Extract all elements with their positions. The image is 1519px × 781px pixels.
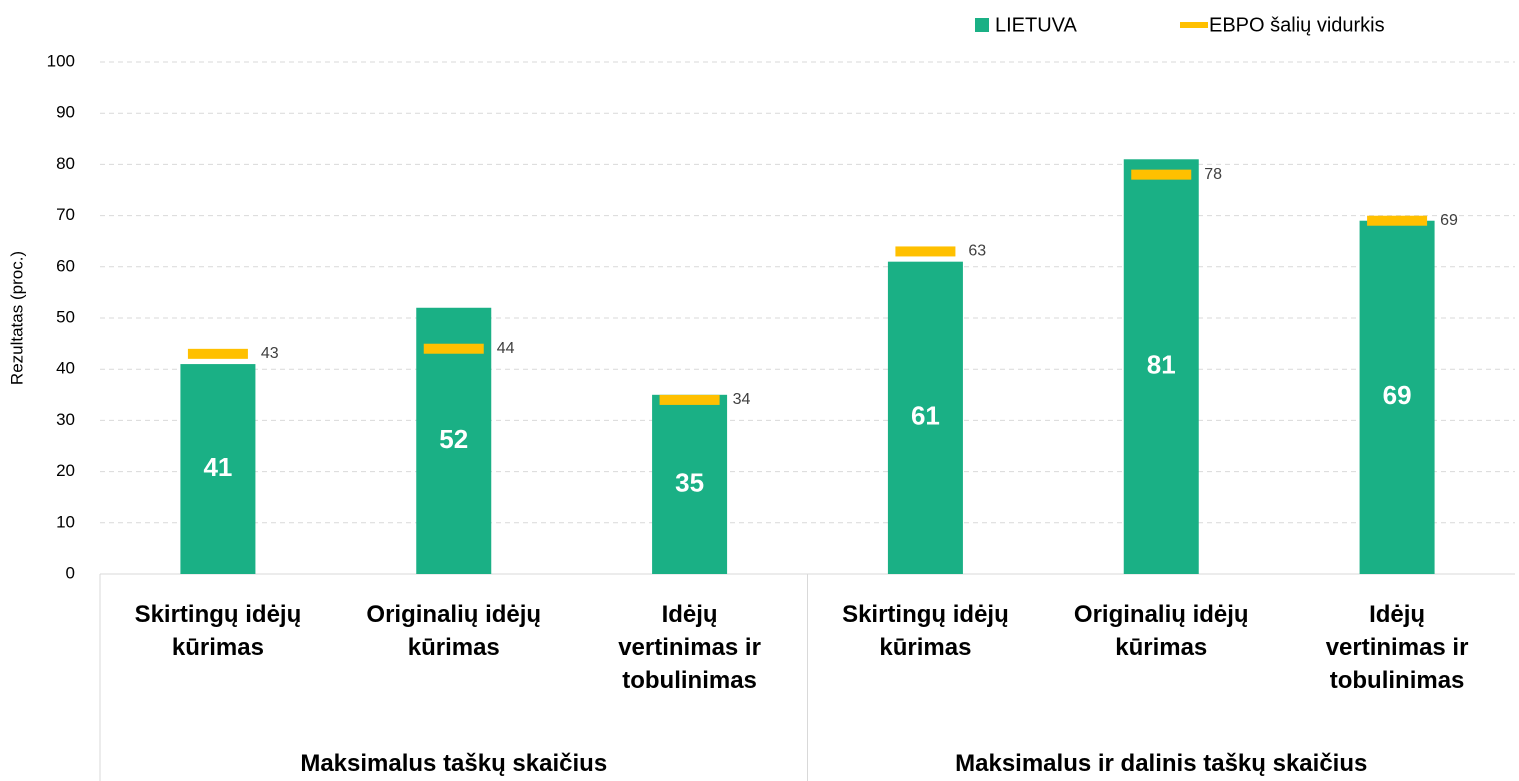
legend-swatch [975,18,989,32]
bar [180,364,256,574]
bar-value-label: 69 [1383,380,1412,410]
average-value-label: 44 [497,340,515,357]
y-tick-label: 90 [56,103,75,122]
y-tick-label: 50 [56,307,75,326]
y-tick-label: 20 [56,461,75,480]
y-tick-label: 10 [56,512,75,531]
legend-label: EBPO šalių vidurkis [1209,14,1385,36]
legend-swatch [1180,22,1208,28]
average-marker [895,246,956,257]
y-tick-label: 30 [56,410,75,429]
average-value-label: 69 [1440,212,1458,229]
average-marker [659,394,720,405]
average-marker [187,348,248,359]
bar-value-label: 61 [911,401,940,431]
average-marker [1367,215,1428,226]
y-tick-label: 80 [56,154,75,173]
x-tick-label: Idėjų vertinimas ir tobulinimas [618,601,761,694]
group-label: Maksimalus taškų skaičius [300,750,608,777]
average-value-label: 63 [968,243,986,260]
bar [1123,159,1199,574]
y-tick-label: 0 [66,563,75,582]
bar [652,394,728,574]
y-tick-label: 100 [47,51,75,70]
x-tick-label: Originalių idėjų kūrimas [366,601,542,661]
legend-label: LIETUVA [995,14,1078,36]
bar [887,261,963,574]
average-value-label: 34 [733,391,751,408]
bar [1359,220,1435,574]
average-value-label: 78 [1204,166,1222,183]
y-tick-label: 40 [56,359,75,378]
x-tick-label: Skirtingų idėjų kūrimas [842,601,1009,661]
average-marker [423,343,484,354]
bar-value-label: 35 [675,467,704,497]
bar-value-label: 81 [1147,350,1176,380]
bar-value-label: 52 [439,424,468,454]
x-tick-label: Originalių idėjų kūrimas [1073,601,1249,661]
bar-value-label: 41 [203,452,232,482]
x-tick-label: Idėjų vertinimas ir tobulinimas [1325,601,1469,694]
average-marker [1131,169,1192,180]
y-axis-label: Rezultatas (proc.) [7,251,26,385]
y-tick-label: 70 [56,205,75,224]
group-label: Maksimalus ir dalinis taškų skaičius [955,750,1368,777]
y-tick-label: 60 [56,256,75,275]
x-tick-label: Skirtingų idėjų kūrimas [134,601,302,661]
average-value-label: 43 [261,345,279,362]
